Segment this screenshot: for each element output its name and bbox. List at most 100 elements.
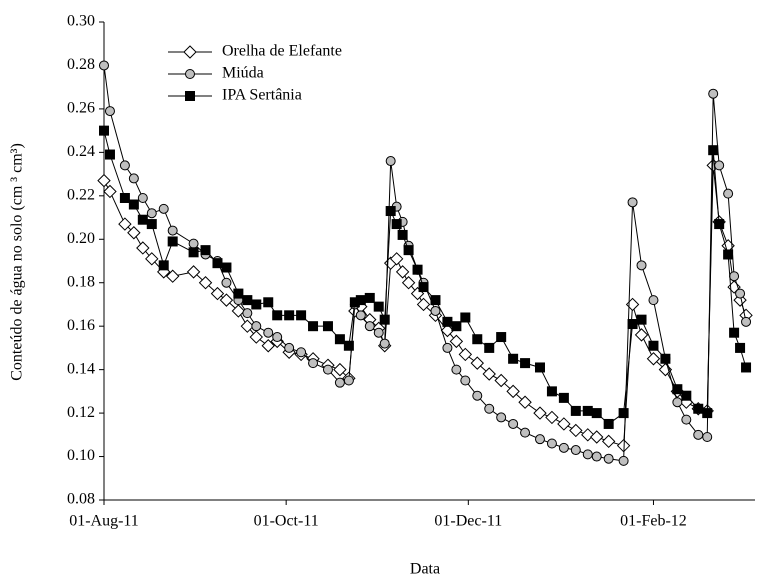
data-point — [210, 286, 225, 301]
data-point — [261, 339, 275, 353]
y-tick-label: 0.18 — [67, 273, 95, 290]
y-tick-label: 0.20 — [67, 230, 95, 247]
data-point — [735, 288, 746, 299]
data-point — [379, 338, 390, 349]
data-point — [741, 316, 752, 327]
data-point — [186, 265, 201, 279]
data-point — [449, 334, 464, 349]
data-point — [395, 265, 410, 279]
data-point — [496, 332, 507, 343]
x-tick-label: 01-Dec-11 — [434, 513, 502, 530]
data-point — [581, 428, 595, 442]
data-point — [470, 356, 484, 370]
data-point — [625, 297, 640, 312]
series-line — [103, 65, 747, 462]
y-tick-label: 0.10 — [67, 447, 95, 464]
y-tick-label: 0.30 — [67, 13, 95, 30]
data-point — [284, 342, 295, 353]
data-point — [546, 438, 557, 449]
data-point — [364, 321, 375, 332]
data-point — [546, 386, 557, 397]
data-point — [284, 310, 295, 321]
data-point — [723, 249, 734, 260]
data-point — [634, 328, 649, 342]
data-point — [221, 262, 232, 273]
data-point — [158, 203, 169, 214]
data-point — [198, 276, 213, 290]
data-point — [167, 236, 178, 247]
data-point — [219, 293, 234, 307]
data-point — [660, 353, 671, 364]
data-point — [249, 330, 264, 344]
data-point — [460, 312, 471, 323]
data-point — [355, 295, 366, 306]
data-point — [693, 429, 704, 440]
data-point — [558, 392, 569, 403]
data-point — [520, 358, 531, 369]
data-point — [518, 395, 532, 409]
data-point — [127, 226, 141, 240]
data-point — [708, 88, 719, 99]
data-point — [334, 334, 345, 345]
data-point — [146, 208, 157, 219]
data-point — [569, 423, 583, 438]
y-tick-label: 0.08 — [67, 491, 95, 508]
data-point — [296, 347, 307, 358]
data-point — [322, 321, 333, 332]
x-tick-label: 01-Aug-11 — [69, 513, 139, 530]
data-point — [460, 375, 471, 386]
data-point — [484, 403, 495, 414]
data-point — [364, 292, 375, 303]
data-point — [137, 192, 148, 203]
data-point — [104, 149, 115, 160]
data-point — [729, 271, 740, 282]
data-point — [681, 390, 692, 401]
data-point — [681, 414, 692, 425]
y-tick-label: 0.24 — [67, 143, 95, 160]
data-point — [418, 282, 429, 293]
data-point — [508, 418, 519, 429]
data-point — [557, 417, 571, 431]
data-point — [618, 408, 629, 419]
y-tick-label: 0.12 — [67, 404, 95, 421]
data-point — [240, 319, 255, 333]
legend-marker — [185, 91, 195, 101]
data-point — [627, 197, 638, 208]
data-point — [693, 403, 704, 414]
data-point — [343, 340, 354, 351]
data-point — [128, 199, 139, 210]
data-point — [401, 276, 416, 290]
data-point — [212, 258, 223, 269]
data-point — [636, 260, 647, 271]
data-point — [136, 241, 150, 255]
y-tick-label: 0.26 — [67, 100, 95, 117]
data-point — [158, 260, 169, 271]
data-point — [430, 305, 441, 316]
data-point — [484, 342, 495, 353]
data-point — [118, 217, 132, 231]
data-point — [714, 219, 725, 230]
data-point — [103, 184, 117, 199]
data-point — [636, 314, 647, 325]
data-point — [582, 449, 593, 460]
data-point — [308, 358, 319, 369]
data-point — [646, 352, 661, 366]
data-point — [119, 160, 130, 171]
data-point — [714, 160, 725, 171]
data-point — [373, 327, 384, 338]
data-point — [296, 310, 307, 321]
data-point — [545, 410, 559, 425]
data-point — [590, 430, 604, 444]
data-point — [442, 342, 453, 353]
data-point — [146, 219, 157, 230]
data-point — [308, 321, 319, 332]
data-point — [601, 434, 616, 449]
data-point — [570, 405, 581, 416]
x-tick-label: 01-Oct-11 — [254, 513, 319, 530]
data-point — [506, 384, 520, 399]
data-point — [603, 418, 614, 429]
data-point — [145, 252, 159, 266]
data-point — [729, 327, 740, 338]
